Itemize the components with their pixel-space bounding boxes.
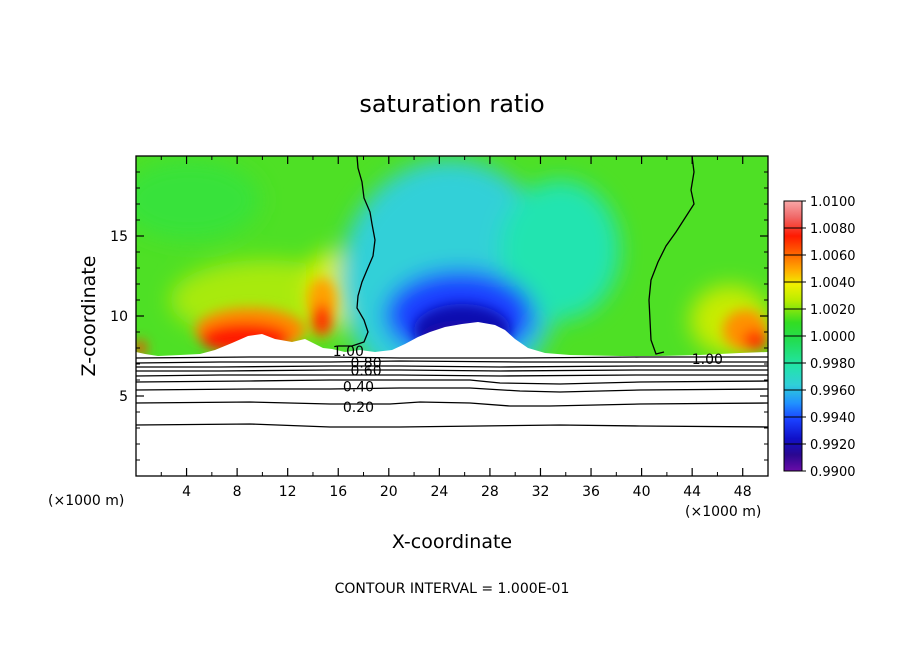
colorbar-tick-label: 0.9940: [810, 411, 856, 426]
contour-interval-note: CONTOUR INTERVAL = 1.000E-01: [335, 581, 570, 597]
x-axis-title: X-coordinate: [392, 531, 512, 553]
colorbar-tick-label: 1.0020: [810, 303, 856, 318]
x-unit-label-left: (×1000 m): [48, 493, 124, 509]
x-tick-label: 20: [380, 484, 398, 500]
x-tick-label: 4: [182, 484, 191, 500]
colorbar-tick-label: 0.9900: [810, 465, 856, 480]
x-tick-label: 8: [233, 484, 242, 500]
colorbar-ticks: 1.0100 1.0080 1.0060 1.0040 1.0020 1.0000 0.99…: [784, 195, 856, 480]
y-axis-ticks: 5 10 15: [110, 171, 768, 461]
colorbar-tick-label: 1.0000: [810, 330, 856, 345]
lower-contours: [135, 356, 769, 428]
colorbar-tick-label: 0.9960: [810, 384, 856, 399]
colorbar-tick-label: 1.0060: [810, 249, 856, 264]
x-tick-label: 40: [633, 484, 651, 500]
colorbar-tick-label: 0.9920: [810, 438, 856, 453]
x-tick-label: 44: [683, 484, 701, 500]
colorbar-tick-label: 1.0040: [810, 276, 856, 291]
contour-label: 1.00: [692, 352, 723, 368]
y-axis-title: Z-coordinate: [78, 256, 100, 377]
colorbar-tick-label: 1.0080: [810, 222, 856, 237]
colorbar-tick-label: 0.9980: [810, 357, 856, 372]
x-tick-label: 16: [329, 484, 347, 500]
chart-title: saturation ratio: [359, 90, 544, 118]
colorbar-tick-label: 1.0100: [810, 195, 856, 210]
y-tick-label: 5: [119, 389, 128, 405]
cloud-base-region: [136, 322, 768, 476]
y-tick-label: 10: [110, 309, 128, 325]
x-tick-label: 28: [481, 484, 499, 500]
x-axis-ticks: 4 8 12 16 20 24 28 32 36 40 44 48: [160, 156, 752, 500]
x-unit-label-right: (×1000 m): [685, 504, 761, 520]
x-tick-label: 24: [430, 484, 448, 500]
contour-label: 0.80: [350, 355, 381, 371]
contour-1-00-left: [338, 155, 376, 347]
x-tick-label: 32: [532, 484, 550, 500]
contour-label: 1.00: [333, 344, 364, 360]
x-tick-label: 48: [734, 484, 752, 500]
contour-label: 0.40: [343, 379, 374, 395]
x-tick-label: 12: [279, 484, 297, 500]
contour-1-00-right: [648, 155, 695, 355]
contour-labels: 1.000.800.600.400.201.00: [333, 344, 723, 416]
contour-label: 0.60: [350, 363, 381, 379]
saturation-field: [136, 156, 768, 358]
x-tick-label: 36: [582, 484, 600, 500]
contour-label: 0.20: [343, 400, 374, 416]
y-tick-label: 15: [110, 229, 128, 245]
